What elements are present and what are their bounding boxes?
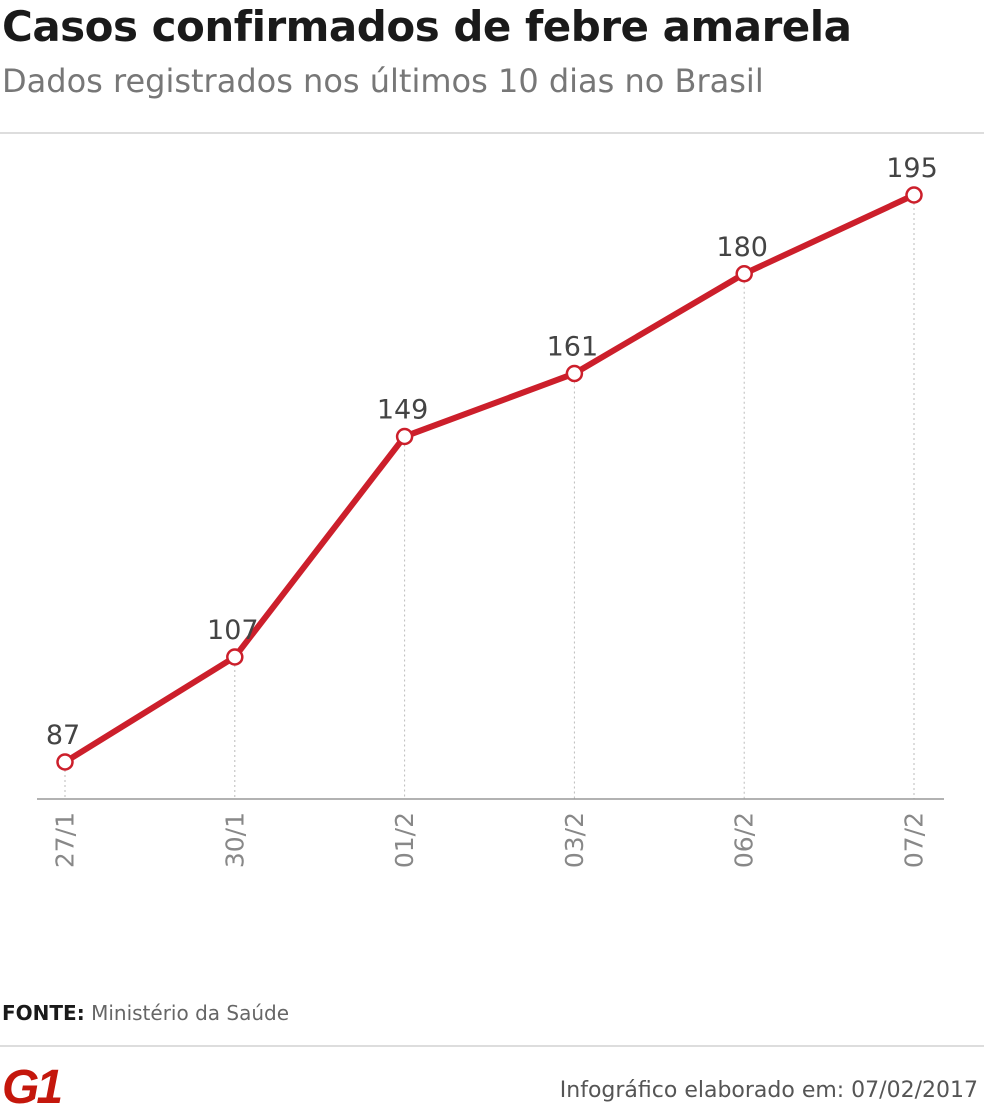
data-point-5 — [735, 265, 753, 283]
data-point-1 — [56, 753, 74, 771]
x-tick-label-5: 06/2 — [730, 812, 759, 868]
data-label-6: 195 — [886, 153, 938, 184]
x-tick-label-2: 30/1 — [220, 812, 249, 868]
chart-title: Casos confirmados de febre amarela — [2, 2, 852, 51]
data-label-2: 107 — [207, 615, 259, 646]
data-label-4: 161 — [547, 332, 599, 363]
line-chart: 27/1 30/1 01/2 03/2 06/2 07/2 87 107 149 161 180 1… — [37, 153, 944, 868]
data-point-3 — [395, 427, 414, 446]
x-tick-label-4: 03/2 — [560, 812, 589, 868]
data-label-5: 180 — [716, 232, 768, 263]
x-tick-label-3: 01/2 — [390, 812, 419, 868]
source-note: FONTE: Ministério da Saúde — [2, 1001, 289, 1025]
series-line — [62, 192, 917, 765]
grid-lines — [64, 203, 915, 799]
credit-note: Infográfico elaborado em: 07/02/2017 — [559, 1078, 978, 1103]
x-tick-label-6: 07/2 — [900, 812, 929, 868]
data-label-3: 149 — [377, 395, 429, 426]
bottom-divider — [0, 1045, 984, 1047]
data-labels: 87 107 149 161 180 195 — [46, 153, 938, 751]
data-label-1: 87 — [46, 720, 80, 751]
chart-subtitle: Dados registrados nos últimos 10 dias no… — [2, 62, 764, 100]
x-tick-labels: 27/1 30/1 01/2 03/2 06/2 07/2 — [51, 812, 929, 868]
data-points — [56, 186, 923, 771]
g1-logo-text: G1 — [2, 1064, 61, 1108]
source-label: FONTE: — [2, 1001, 85, 1025]
data-point-4 — [565, 364, 584, 383]
top-divider — [0, 132, 984, 134]
data-point-2 — [226, 648, 244, 666]
source-text: Ministério da Saúde — [91, 1001, 289, 1025]
g1-logo: G1 — [2, 1064, 64, 1108]
data-point-6 — [905, 186, 923, 204]
x-tick-label-1: 27/1 — [51, 812, 80, 868]
